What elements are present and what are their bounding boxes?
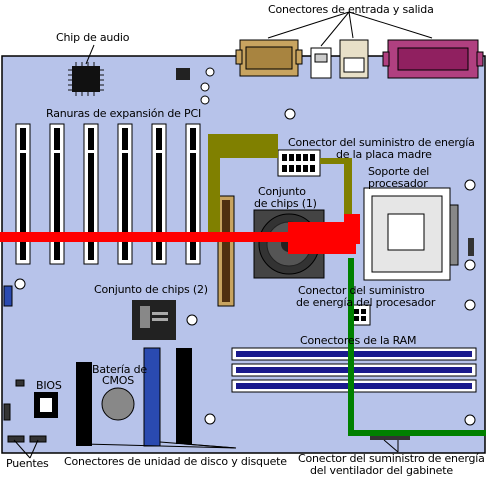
label-io-connectors: Conectores de entrada y salida bbox=[268, 3, 434, 16]
io-connectors bbox=[235, 11, 484, 79]
label-battery-line2: CMOS bbox=[102, 374, 135, 387]
label-chipset1-line2: de chips (1) bbox=[254, 197, 317, 210]
label-board-power-line1: Conector del suministro de energía bbox=[288, 136, 475, 149]
cpu-power-cable bbox=[0, 214, 360, 254]
label-ram: Conectores de la RAM bbox=[300, 334, 417, 347]
label-socket-line2: procesador bbox=[368, 177, 428, 190]
fan-power-cable bbox=[348, 258, 486, 436]
label-board-power-line2: de la placa madre bbox=[336, 148, 432, 161]
label-cpu-power-line2: de energía del procesador bbox=[296, 296, 436, 309]
jumpers bbox=[3, 285, 47, 443]
label-drive-connectors: Conectores de unidad de disco y disquete bbox=[64, 455, 287, 468]
drive-connectors bbox=[76, 347, 192, 447]
cpu-socket bbox=[363, 187, 459, 281]
label-jumpers: Puentes bbox=[6, 457, 49, 470]
label-chipset2: Conjunto de chips (2) bbox=[94, 283, 208, 296]
label-chipset1-line1: Conjunto bbox=[258, 185, 306, 198]
fan-power-connector bbox=[370, 434, 410, 440]
cmos-battery bbox=[101, 387, 135, 421]
chipset-2 bbox=[132, 300, 176, 340]
board-power-connector bbox=[277, 149, 321, 177]
label-pci-slots: Ranuras de expansión de PCI bbox=[46, 107, 201, 120]
audio-chip bbox=[68, 44, 104, 96]
label-audio-chip: Chip de audio bbox=[56, 31, 130, 44]
label-cpu-power-line1: Conector del suministro bbox=[298, 284, 425, 297]
label-bios: BIOS bbox=[36, 379, 62, 392]
label-battery-line1: Batería de bbox=[92, 363, 147, 376]
label-fan-power-line2: del ventilador del gabinete bbox=[310, 464, 453, 477]
board-power-cable bbox=[208, 134, 352, 240]
label-fan-power-line1: Conector del suministro de energía bbox=[298, 452, 485, 465]
label-socket-line1: Soporte del bbox=[368, 165, 430, 178]
small-chip bbox=[176, 68, 190, 80]
